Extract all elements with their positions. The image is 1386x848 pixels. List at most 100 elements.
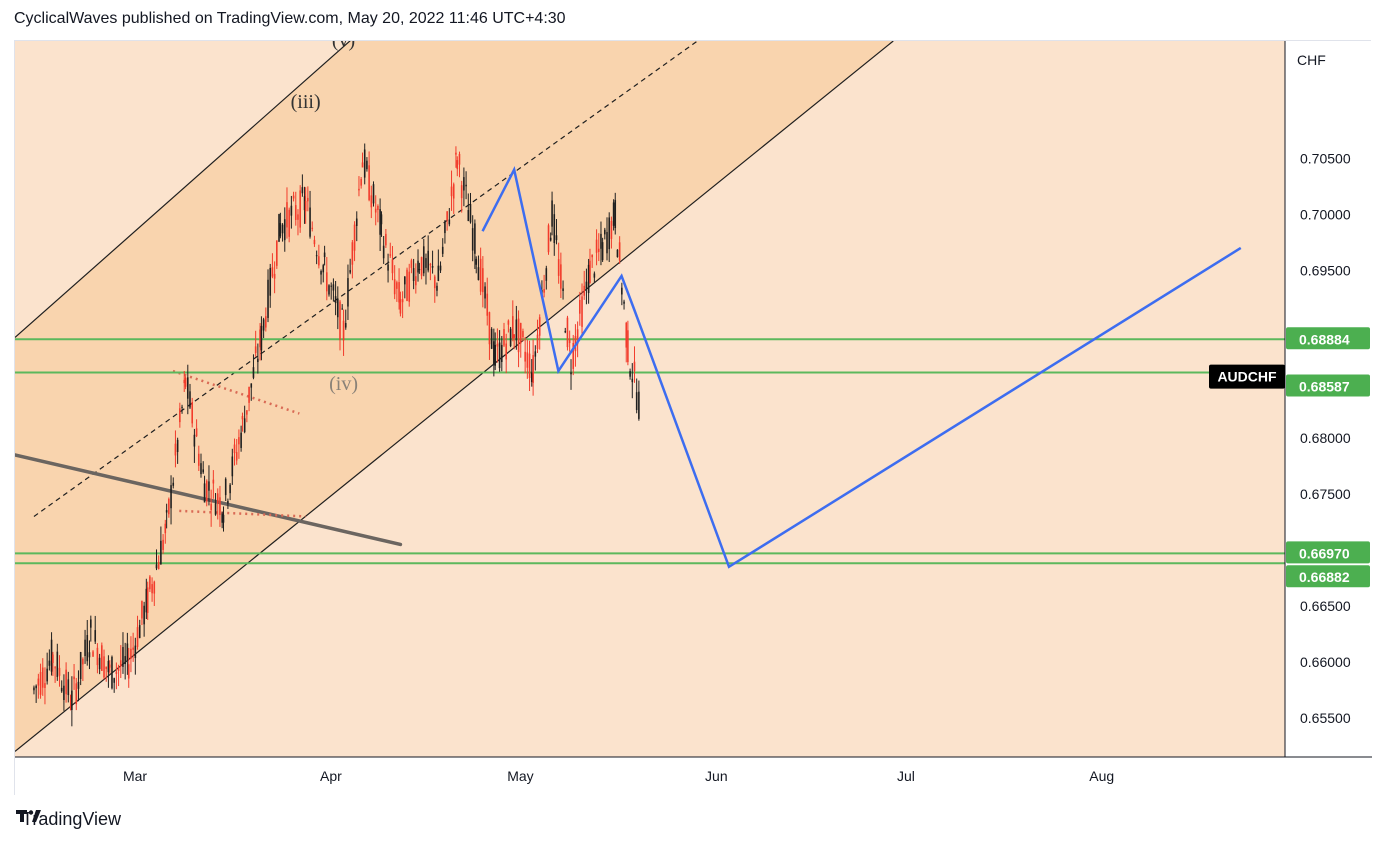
- candle-body: [227, 501, 229, 504]
- candle-body: [197, 453, 200, 466]
- x-tick-label: Apr: [320, 768, 342, 784]
- candle-body: [65, 669, 67, 695]
- candle-body: [297, 214, 299, 220]
- candle-body: [337, 298, 339, 318]
- candle-body: [174, 443, 177, 456]
- candle-body: [318, 256, 320, 266]
- wave-label: (iv): [329, 373, 358, 395]
- candle-body: [229, 484, 231, 494]
- candle-body: [604, 229, 606, 235]
- candle-body: [463, 177, 465, 191]
- candle-body: [452, 184, 455, 199]
- candle-body: [608, 217, 611, 250]
- candle-body: [322, 265, 325, 273]
- candle-body: [498, 342, 501, 369]
- candle-body: [358, 188, 360, 191]
- chart-svg[interactable]: (iii) (v) (iv) CHF 0.70500 0.70000 0.69500 0.68…: [15, 41, 1372, 796]
- candle-body: [360, 178, 362, 186]
- candle-body: [330, 285, 333, 287]
- candle-body: [132, 647, 134, 650]
- candle-body: [84, 639, 86, 657]
- candle-body: [276, 240, 278, 266]
- y-tick-label: 0.70000: [1300, 206, 1351, 222]
- wave-label: (iii): [291, 91, 321, 113]
- candle-body: [320, 271, 322, 275]
- candle-body: [157, 561, 160, 570]
- candle-body: [448, 219, 451, 225]
- candle-body: [283, 219, 286, 241]
- candle-body: [101, 645, 103, 671]
- candle-body: [119, 660, 122, 667]
- candle-body: [410, 260, 413, 268]
- candle-body: [334, 296, 337, 304]
- candle-body: [606, 231, 608, 254]
- currency-label: CHF: [1297, 52, 1326, 68]
- candle-body: [136, 627, 139, 647]
- candle-body: [164, 523, 167, 534]
- candle-body: [259, 329, 261, 348]
- y-tick-label: 0.66000: [1300, 654, 1351, 670]
- candle-body: [503, 329, 505, 346]
- tradingview-brand: TradingView: [22, 809, 122, 829]
- y-tick-label: 0.69500: [1300, 262, 1351, 278]
- candle-body: [328, 285, 330, 295]
- candle-body: [631, 378, 634, 383]
- candle-body: [309, 207, 311, 237]
- candle-body: [126, 643, 129, 661]
- candle-body: [627, 330, 629, 363]
- candle-body: [570, 372, 572, 375]
- candle-body: [379, 209, 381, 235]
- candle-body: [566, 317, 569, 348]
- candle-body: [422, 246, 425, 274]
- candle-body: [214, 503, 217, 515]
- chart-area[interactable]: (iii) (v) (iv) CHF 0.70500 0.70000 0.69500 0.68…: [14, 40, 1372, 796]
- candle-body: [513, 334, 515, 338]
- candle-body: [69, 707, 72, 709]
- candle-body: [469, 204, 472, 223]
- candle-body: [418, 269, 421, 271]
- candle-body: [165, 510, 168, 513]
- candle-body: [437, 265, 440, 282]
- candle-body: [160, 540, 162, 565]
- candle-body: [549, 237, 552, 241]
- candle-body: [477, 267, 480, 281]
- y-tick-label: 0.65500: [1300, 710, 1351, 726]
- candle-body: [124, 656, 126, 665]
- candle-body: [208, 481, 210, 491]
- candle-body: [315, 255, 318, 257]
- candle-body: [134, 645, 137, 659]
- candle-body: [500, 344, 503, 362]
- candle-body: [543, 289, 545, 293]
- candle-body: [488, 312, 491, 345]
- candle-body: [98, 657, 101, 670]
- candle-body: [490, 328, 493, 349]
- candle-body: [304, 200, 307, 212]
- candle-body: [465, 184, 467, 187]
- candle-body: [439, 265, 442, 271]
- candle-body: [486, 293, 489, 316]
- tradingview-footer[interactable]: TradingView: [16, 809, 121, 830]
- y-tick-label: 0.67500: [1300, 486, 1351, 502]
- candle-body: [235, 452, 238, 461]
- candle-body: [48, 660, 51, 666]
- candle-body: [621, 287, 623, 295]
- candle-body: [474, 223, 476, 254]
- candle-body: [417, 260, 419, 273]
- candle-body: [538, 317, 541, 336]
- candle-body: [382, 245, 385, 259]
- candle-body: [122, 647, 124, 667]
- candle-body: [212, 479, 215, 484]
- candle-body: [241, 416, 244, 420]
- candle-body: [191, 402, 193, 424]
- candle-body: [429, 263, 432, 266]
- candle-body: [250, 383, 253, 388]
- candle-body: [92, 651, 94, 657]
- x-tick-label: May: [507, 768, 533, 784]
- y-tick-label: 0.68000: [1300, 430, 1351, 446]
- candle-body: [75, 683, 78, 705]
- candle-body: [60, 687, 63, 692]
- candle-body: [507, 320, 510, 325]
- candle-body: [458, 153, 461, 165]
- candle-body: [146, 587, 149, 613]
- candle-body: [231, 456, 234, 477]
